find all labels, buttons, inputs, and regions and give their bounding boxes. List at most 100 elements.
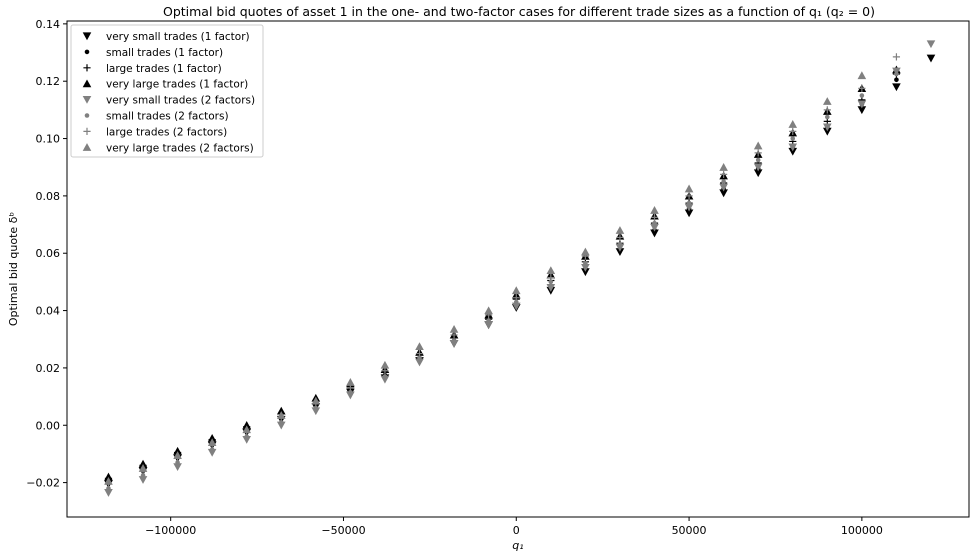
data-point (894, 71, 899, 77)
legend-box (70, 24, 264, 158)
legend-marker (83, 64, 91, 72)
data-point (173, 463, 182, 472)
data-point (104, 472, 113, 481)
data-point (311, 396, 321, 405)
data-point (823, 97, 832, 105)
y-tick-label: 0.06 (36, 247, 61, 260)
data-point (788, 143, 798, 152)
data-point (581, 263, 590, 272)
data-point (789, 127, 797, 135)
data-point (382, 374, 388, 379)
data-point (207, 433, 217, 442)
data-point (754, 149, 762, 157)
data-point (615, 226, 625, 234)
data-point (104, 489, 113, 497)
data-point (650, 229, 659, 238)
data-point (511, 302, 521, 311)
series-5 (106, 71, 899, 491)
data-point (684, 184, 694, 193)
legend-marker (83, 127, 91, 135)
data-point (415, 349, 424, 358)
data-point (650, 223, 659, 232)
data-point (650, 206, 659, 214)
data-point (684, 209, 694, 218)
data-point (207, 448, 217, 457)
data-point (650, 213, 659, 221)
data-point (380, 360, 390, 369)
data-point (652, 220, 657, 226)
data-point (276, 421, 286, 430)
data-point (926, 54, 936, 63)
data-point (616, 233, 624, 242)
data-point (823, 106, 831, 114)
y-tick-label: 0.00 (36, 419, 61, 432)
data-point (451, 338, 457, 343)
data-point (753, 169, 763, 178)
data-point (790, 136, 796, 141)
data-point (617, 242, 623, 247)
data-point (857, 71, 867, 80)
data-point (823, 123, 832, 132)
data-point (581, 247, 590, 256)
data-point (486, 318, 491, 323)
x-axis-title: q₁ (512, 539, 523, 552)
chart-title: Optimal bid quotes of asset 1 in the one… (163, 4, 875, 19)
data-point (894, 77, 899, 83)
data-point (138, 476, 148, 484)
y-tick-label: 0.02 (36, 362, 61, 375)
data-point (449, 325, 459, 333)
data-point (311, 407, 321, 416)
legend-marker (84, 113, 90, 118)
legend-marker (82, 143, 92, 151)
legend-entry: small trades (2 factors) (106, 111, 229, 123)
legend-entry: very large trades (1 factor) (106, 79, 248, 91)
data-point (138, 464, 148, 472)
legend-entry: large trades (2 factors) (106, 126, 227, 138)
data-point (892, 67, 901, 76)
data-point (138, 459, 148, 468)
data-point (415, 358, 424, 367)
data-point (615, 243, 625, 252)
y-tick-label: 0.14 (36, 18, 61, 31)
plot-frame (66, 20, 970, 518)
data-point (719, 163, 728, 171)
data-point (209, 447, 215, 452)
legend-entry: very small trades (1 factor) (106, 31, 250, 43)
data-point (348, 389, 353, 395)
legend-marker (82, 96, 92, 104)
legend-marker (82, 79, 92, 88)
data-point (825, 114, 830, 120)
data-point (685, 192, 693, 200)
x-tick-label: 50000 (672, 524, 707, 537)
data-point (857, 106, 867, 115)
data-point (788, 120, 798, 128)
x-tick-label: −100000 (145, 524, 196, 537)
data-point (512, 294, 520, 302)
data-point (313, 405, 319, 411)
data-point (581, 268, 590, 277)
legend: very small trades (1 factor) small trades… (70, 24, 264, 158)
data-point (546, 284, 556, 292)
data-point (140, 473, 146, 478)
data-point (449, 339, 459, 348)
data-point (926, 40, 936, 49)
data-point (513, 299, 519, 305)
y-tick-label: 0.04 (36, 305, 61, 318)
data-point (278, 420, 284, 425)
data-point (892, 83, 901, 92)
data-point (721, 179, 726, 184)
x-tick-label: 0 (513, 524, 520, 537)
data-point (417, 355, 422, 361)
x-tick-label: −50000 (321, 524, 365, 537)
data-point (548, 279, 554, 285)
data-point (583, 260, 588, 266)
y-axis: −0.02 0.00 0.02 0.04 0.06 0.08 0.10 0.12 0.14 (26, 18, 67, 490)
legend-entry: very large trades (2 factors) (106, 142, 254, 154)
data-point (684, 203, 694, 212)
data-point (755, 157, 761, 163)
y-tick-label: 0.08 (36, 190, 61, 203)
data-point (892, 53, 901, 61)
data-point (546, 266, 556, 275)
y-axis-title: Optimal bid quote δᵇ (7, 212, 20, 327)
